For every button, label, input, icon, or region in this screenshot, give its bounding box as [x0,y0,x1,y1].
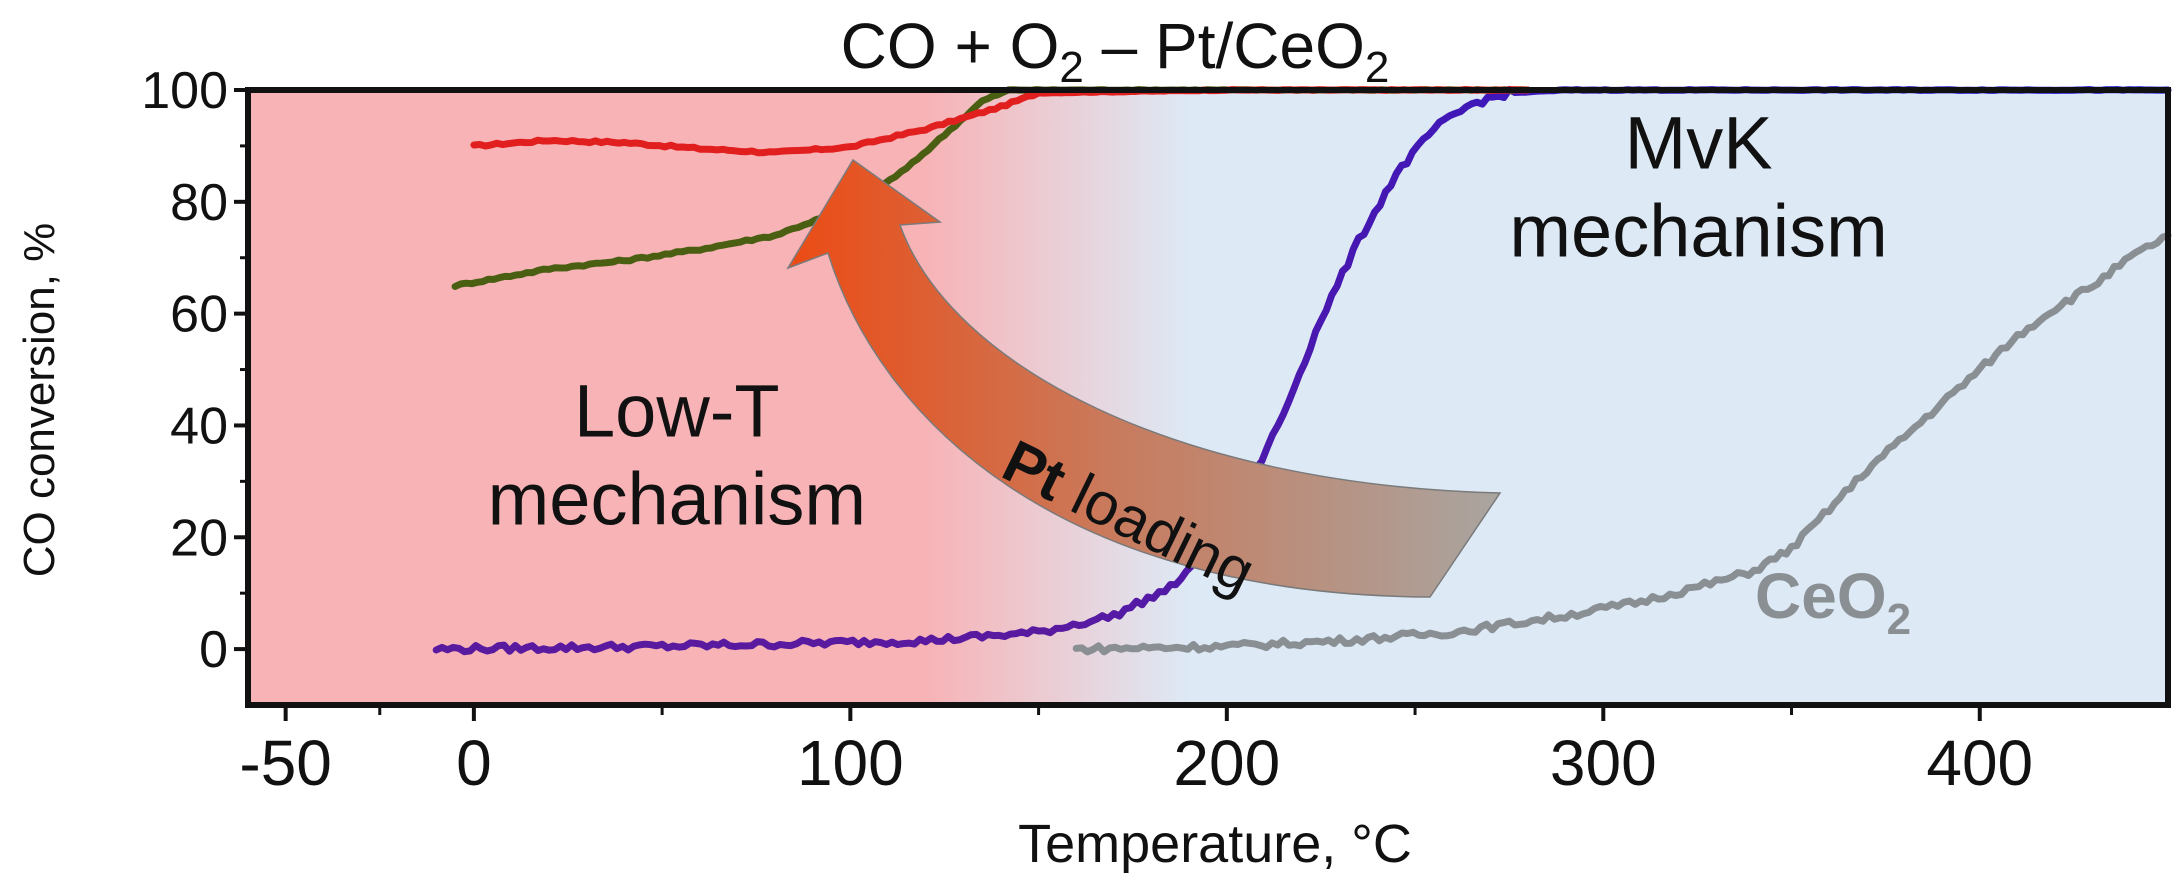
x-axis-label: Temperature, °C [1018,814,1412,874]
pt-loading-arrow [786,158,1502,598]
ceo2-series-label: CeO2 [1755,560,1911,644]
plot-frame [245,87,2171,708]
series-line [1072,231,2172,656]
y-tick-label: 80 [170,174,228,232]
region-label: mechanism [488,458,866,541]
region-label: mechanism [1509,189,1887,272]
x-tick-label: 200 [1173,727,1280,799]
y-tick-label: 40 [170,397,228,455]
x-tick-label: 400 [1926,727,2033,799]
x-tick-label: 0 [456,727,492,799]
chart-title: CO + O2 – Pt/CeO2 [841,10,1390,92]
x-tick-label: -50 [239,727,332,799]
y-tick-label: 60 [170,286,228,344]
y-tick-label: 20 [170,509,228,567]
region-label: Low-T [574,370,780,453]
plot-background [248,90,2168,705]
x-tick-label: 300 [1550,727,1657,799]
y-tick-label: 0 [199,621,228,679]
y-tick-label: 100 [141,62,228,120]
region-label: MvK [1625,101,1773,184]
y-axis-label: CO conversion, % [15,223,64,578]
x-tick-label: 100 [797,727,904,799]
